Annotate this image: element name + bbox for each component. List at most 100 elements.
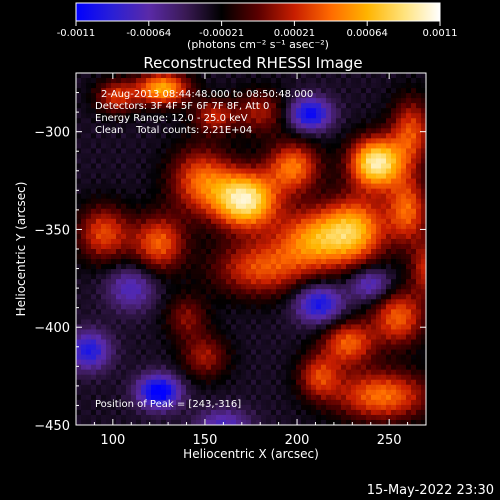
heatmap-cell	[321, 168, 327, 174]
colorbar-tick-label: 0.00021	[274, 28, 315, 39]
heatmap-cell	[371, 128, 377, 134]
heatmap-cell	[121, 319, 127, 325]
heatmap-cell	[286, 314, 292, 320]
heatmap-cell	[286, 103, 292, 109]
heatmap-cell	[101, 198, 107, 205]
heatmap-cell	[146, 103, 152, 109]
heatmap-cell	[236, 148, 242, 154]
heatmap-cell	[156, 404, 162, 411]
heatmap-cell	[396, 233, 402, 240]
heatmap-cell	[321, 203, 327, 210]
heatmap-cell	[236, 108, 242, 114]
heatmap-cell	[81, 319, 87, 325]
heatmap-cell	[236, 419, 242, 426]
heatmap-cell	[271, 93, 277, 99]
heatmap-cell	[271, 233, 277, 240]
heatmap-cell	[291, 264, 297, 270]
heatmap-cell	[261, 404, 267, 411]
heatmap-cell	[406, 334, 412, 340]
heatmap-cell	[416, 88, 422, 94]
heatmap-cell	[421, 233, 427, 240]
heatmap-cell	[91, 193, 97, 200]
heatmap-cell	[186, 394, 192, 401]
heatmap-cell	[101, 123, 107, 129]
heatmap-cell	[211, 118, 217, 124]
heatmap-cell	[276, 394, 282, 401]
heatmap-cell	[251, 193, 257, 200]
heatmap-cell	[386, 349, 392, 355]
heatmap-cell	[376, 178, 382, 185]
heatmap-cell	[336, 374, 342, 381]
heatmap-cell	[191, 88, 197, 94]
heatmap-cell	[171, 414, 177, 421]
heatmap-cell	[156, 198, 162, 205]
heatmap-cell	[186, 148, 192, 154]
heatmap-cell	[346, 334, 352, 340]
heatmap-cell	[396, 223, 402, 230]
heatmap-cell	[301, 173, 307, 179]
heatmap-cell	[201, 108, 207, 114]
heatmap-cell	[221, 218, 227, 225]
heatmap-cell	[336, 284, 342, 290]
heatmap-cell	[156, 344, 162, 350]
heatmap-cell	[76, 123, 82, 129]
heatmap-cell	[146, 238, 152, 245]
heatmap-cell	[91, 243, 97, 250]
heatmap-cell	[381, 233, 387, 240]
heatmap-cell	[241, 218, 247, 225]
heatmap-cell	[261, 98, 267, 104]
heatmap-cell	[356, 359, 362, 366]
heatmap-cell	[201, 188, 207, 195]
heatmap-cell	[266, 93, 272, 99]
heatmap-cell	[86, 148, 92, 154]
heatmap-cell	[241, 359, 247, 366]
heatmap-cell	[151, 233, 157, 240]
heatmap-cell	[301, 364, 307, 371]
heatmap-cell	[331, 254, 337, 260]
heatmap-cell	[301, 193, 307, 200]
heatmap-cell	[356, 143, 362, 149]
heatmap-cell	[391, 384, 397, 391]
heatmap-cell	[376, 113, 382, 119]
heatmap-cell	[256, 294, 262, 300]
heatmap-cell	[221, 289, 227, 295]
heatmap-cell	[331, 138, 337, 144]
heatmap-cell	[226, 118, 232, 124]
heatmap-cell	[116, 319, 122, 325]
heatmap-cell	[416, 178, 422, 185]
heatmap-cell	[211, 374, 217, 381]
heatmap-cell	[91, 128, 97, 134]
heatmap-cell	[261, 374, 267, 381]
heatmap-cell	[96, 208, 102, 215]
heatmap-cell	[176, 299, 182, 305]
heatmap-cell	[101, 329, 107, 335]
heatmap-cell	[281, 264, 287, 270]
heatmap-cell	[236, 304, 242, 310]
heatmap-cell	[241, 374, 247, 381]
heatmap-cell	[331, 153, 337, 159]
heatmap-cell	[191, 269, 197, 275]
heatmap-cell	[271, 218, 277, 225]
heatmap-cell	[246, 178, 252, 185]
heatmap-cell	[296, 334, 302, 340]
heatmap-cell	[296, 329, 302, 335]
heatmap-cell	[186, 228, 192, 235]
heatmap-cell	[341, 269, 347, 275]
heatmap-cell	[291, 243, 297, 250]
heatmap-cell	[226, 223, 232, 230]
heatmap-cell	[151, 93, 157, 99]
heatmap-cell	[206, 354, 212, 361]
heatmap-cell	[316, 173, 322, 179]
heatmap-cell	[256, 138, 262, 144]
heatmap-cell	[346, 238, 352, 245]
heatmap-cell	[141, 399, 147, 406]
heatmap-cell	[251, 238, 257, 245]
heatmap-cell	[176, 173, 182, 179]
heatmap-cell	[191, 419, 197, 426]
heatmap-cell	[266, 213, 272, 220]
heatmap-cell	[261, 108, 267, 114]
heatmap-cell	[346, 384, 352, 391]
heatmap-cell	[131, 274, 137, 280]
heatmap-cell	[366, 83, 372, 89]
heatmap-cell	[251, 208, 257, 215]
